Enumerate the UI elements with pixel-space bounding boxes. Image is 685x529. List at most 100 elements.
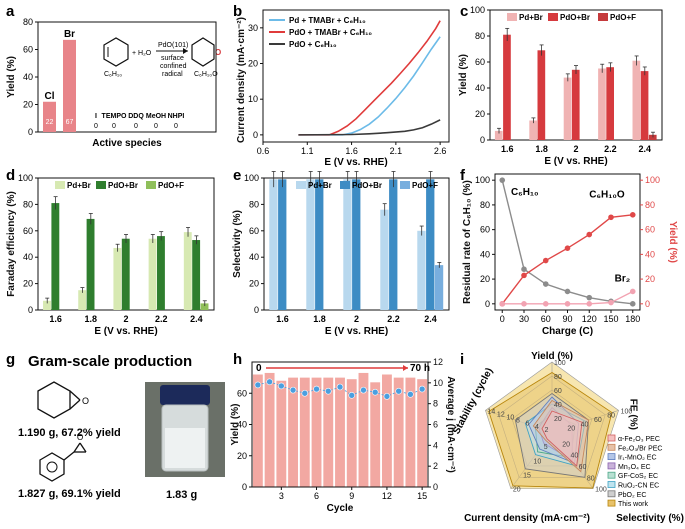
panel-e-bar [380, 209, 389, 310]
panel-i-tick-label: 5 [544, 444, 548, 451]
panel-d-legend-label: PdO+Br [108, 181, 138, 190]
panel-d-y-tick-label: 100 [18, 173, 33, 183]
panel-i-legend-label: Mn₃O₄ EC [618, 464, 651, 471]
panel-i-legend-label: This work [618, 501, 648, 508]
panel-a-y-tick-label: 0 [28, 127, 33, 137]
panel-f-x-tick-label: 60 [541, 314, 551, 324]
panel-f-ann-c6h10o: C₆H₁₀O [589, 189, 625, 200]
panel-h-time-start: 0 [256, 363, 262, 374]
panel-i-legend-swatch [607, 443, 616, 451]
panel-b-series-line [298, 20, 441, 136]
panel-d-bar [78, 290, 87, 310]
panel-c-bar [598, 68, 606, 140]
panel-b-ylabel: Current density (mA·cm⁻²) [236, 17, 247, 143]
panel-h-x-tick-label: 6 [314, 491, 319, 501]
panel-h-bar [417, 379, 428, 487]
panel-b-x-tick-label: 0.6 [257, 146, 270, 156]
panel-e-y-tick-label: 60 [249, 226, 259, 236]
panel-h-xlabel: Cycle [327, 503, 354, 514]
panel-h-bar [311, 377, 322, 487]
panel-h-bar [382, 374, 392, 487]
panel-c-bar [571, 69, 580, 140]
panel-e-bar [343, 179, 352, 310]
panel-d-bar [183, 232, 192, 310]
panel-d-bar [148, 238, 157, 310]
panel-a-cat-label: DDQ [128, 113, 144, 120]
panel-e-legend-label: PdO+F [412, 181, 438, 190]
svg-text:O: O [77, 433, 83, 442]
panel-h-x-tick-label: 9 [349, 491, 354, 501]
panel-f-point [564, 301, 571, 307]
svg-text:O: O [215, 48, 221, 57]
panel-i-legend-label: Fe₂O₃/Br PEC [618, 445, 662, 452]
panel-c-x-tick-label: 1.6 [501, 144, 514, 154]
panel-i-tick-label: 2 [544, 427, 548, 434]
panel-f-point [608, 214, 614, 221]
panel-h-current-point [289, 386, 297, 394]
panel-a-ylabel: Yield (%) [6, 56, 17, 98]
panel-a-value-label: 0 [134, 123, 138, 130]
panel-h-current-line [257, 381, 423, 397]
panel-h-bar [405, 377, 416, 487]
panel-c-letter: c [460, 3, 468, 20]
panel-f-y-left-tick-label: 80 [480, 200, 490, 210]
panel-e-bar [269, 179, 278, 310]
panel-e-bar [352, 179, 361, 310]
panel-f-letter: f [460, 167, 466, 184]
panel-c-y-tick-label: 0 [480, 135, 485, 145]
panel-d-x-tick-label: 2 [123, 314, 128, 324]
panel-d-y-tick-label: 40 [23, 252, 33, 262]
panel-c-legend-swatch [598, 13, 608, 21]
panel-c-bar [537, 50, 546, 140]
panel-c-x-tick-label: 2.4 [639, 144, 652, 154]
panel-h-ylabel-left: Yield (%) [230, 404, 241, 446]
panel-f-ylabel-right: Yield (%) [667, 221, 678, 263]
panel-c-y-tick-label: 60 [475, 57, 485, 67]
panel-a-cat-label: MeOH [146, 113, 166, 120]
panel-d-bar [157, 236, 165, 310]
panel-i-axis-fe: FE (%) [628, 399, 639, 430]
panel-f-point [542, 301, 549, 307]
panel-b-y-tick-label: 10 [248, 94, 258, 104]
panel-b-frame [262, 9, 450, 143]
panel-e-bar [278, 179, 287, 310]
panel-e-bar [315, 179, 324, 310]
panel-i-legend-swatch [607, 453, 616, 461]
panel-h-y-right-tick-label: 2 [433, 461, 438, 471]
panel-e-y-tick-label: 40 [249, 252, 259, 262]
panel-i-tick-label: 10 [506, 415, 514, 422]
panel-i-legend-label: Ir₁-MnO₂ EC [618, 455, 657, 462]
panel-e-y-tick-label: 20 [249, 279, 259, 289]
panel-f-point [521, 272, 527, 279]
panel-d-bar [43, 300, 51, 310]
panel-a-cat-label: Cl [45, 91, 55, 102]
styrene-oxide-structure-icon [39, 452, 65, 482]
panel-e-y-tick-label: 0 [254, 305, 259, 315]
panel-d-legend-swatch [55, 181, 65, 189]
panel-i-legend-swatch [607, 499, 616, 507]
panel-a-cat-label: TEMPO [102, 113, 127, 120]
panel-b-x-tick-label: 1.6 [345, 146, 358, 156]
panel-c-legend-swatch [548, 13, 558, 21]
panel-i-letter: i [460, 351, 464, 368]
panel-b-x-tick-label: 2.6 [434, 146, 447, 156]
panel-f-y-left-tick-label: 100 [475, 175, 490, 185]
panel-h-bar [393, 377, 404, 487]
panel-i-axis-selectivity: Selectivity (%) [616, 513, 684, 524]
panel-f-ann-br2: Br₂ [615, 274, 631, 285]
cyclohexene-ring-icon [103, 37, 129, 67]
panel-a-value-label: 0 [154, 123, 158, 130]
panel-h-bar [323, 377, 334, 487]
panel-d-x-tick-label: 2.4 [190, 314, 203, 324]
gram-item-2: 1.827 g, 69.1% yield [18, 488, 121, 500]
panel-i-tick-label: 60 [579, 464, 587, 471]
panel-d-bar [200, 303, 209, 310]
panel-c-xlabel: E (V vs. RHE) [544, 156, 607, 167]
panel-d-y-tick-label: 60 [23, 226, 33, 236]
panel-a-bar [43, 101, 56, 132]
panel-f-y-right-tick-label: 40 [645, 249, 655, 259]
panel-h-current-point [407, 390, 414, 398]
panel-a-y-tick-label: 60 [23, 45, 33, 55]
panel-d-xlabel: E (V vs. RHE) [94, 326, 157, 337]
panel-h-current-point [266, 378, 273, 386]
